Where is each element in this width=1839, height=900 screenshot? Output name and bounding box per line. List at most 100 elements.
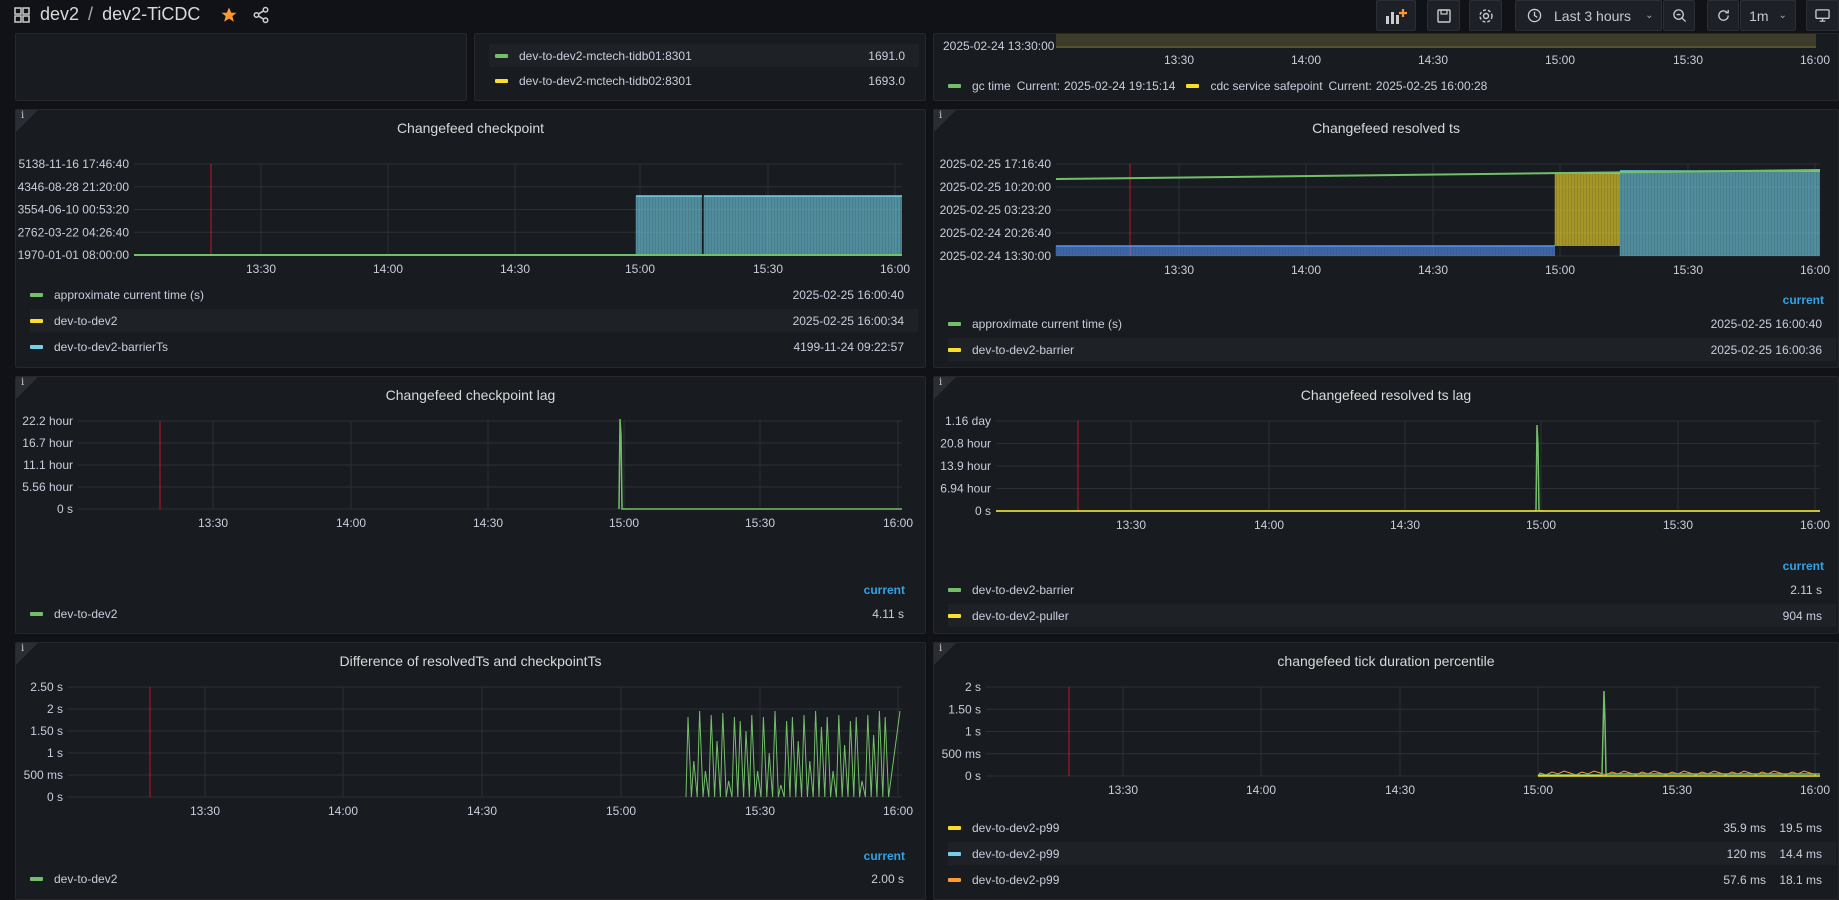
x-tick-label: 15:30 [1673, 53, 1703, 67]
legend-value: 2025-02-25 16:00:28 [1375, 78, 1488, 93]
x-tick-label: 16:00 [1800, 263, 1830, 277]
legend-label[interactable]: gc time [972, 78, 1011, 93]
add-panel-button[interactable] [1376, 0, 1416, 31]
star-icon[interactable] [220, 6, 238, 24]
series-line-current-time [1055, 169, 1821, 180]
refresh-interval-label: 1m [1749, 7, 1769, 24]
x-axis: 13:30 14:00 14:30 15:00 15:30 16:00 [1164, 53, 1830, 67]
y-tick-label: 0 s [47, 790, 63, 804]
legend-label: dev-to-dev2-barrier [972, 342, 1075, 357]
y-tick-label: 5.56 hour [22, 480, 73, 494]
legend-item[interactable]: dev-to-dev2-barrierTs 4199-11-24 09:22:5… [30, 335, 918, 358]
breadcrumb-folder[interactable]: dev2 [40, 4, 80, 24]
panel-title[interactable]: changefeed tick duration percentile [1277, 653, 1495, 669]
legend-item[interactable]: dev-to-dev2-p99 35.9 ms 19.5 ms [948, 816, 1836, 839]
y-tick-label: 4346-08-28 21:20:00 [18, 180, 130, 194]
tick-duration-chart[interactable]: 2 s 1.50 s 1 s 500 ms 0 s 13:30 14:00 14:30 15:0… [934, 681, 1838, 861]
legend-item[interactable]: dev-to-dev2-p99 120 ms 14.4 ms [948, 842, 1836, 865]
legend-item[interactable]: dev-to-dev2 2.00 s [30, 867, 918, 890]
legend-item[interactable]: dev-to-dev2-mctech-tidb01:8301 1691.0 [489, 44, 919, 67]
x-tick-label: 15:00 [1545, 263, 1575, 277]
settings-button[interactable] [1469, 0, 1502, 31]
legend-item[interactable]: dev-to-dev2-mctech-tidb02:8301 1693.0 [489, 69, 919, 92]
legend-swatch [1186, 83, 1200, 88]
x-tick-label: 13:30 [190, 804, 220, 818]
y-tick-label: 6.94 hour [940, 482, 991, 496]
x-tick-label: 15:30 [745, 516, 775, 530]
legend-label: dev-to-dev2-barrier [972, 582, 1075, 597]
resolved-ts-chart[interactable]: 2025-02-25 17:16:40 2025-02-25 10:20:00 20… [934, 148, 1838, 328]
panel-info-corner[interactable]: i [934, 643, 956, 665]
legend-item[interactable]: dev-to-dev2 4.11 s [30, 602, 918, 625]
legend-label[interactable]: cdc service safepoint [1210, 78, 1323, 93]
legend-value: 2.11 s [1790, 582, 1822, 597]
legend-swatch [30, 344, 43, 349]
legend-item[interactable]: dev-to-dev2-barrier 2025-02-25 16:00:36 [948, 338, 1836, 361]
y-tick-label: 0 s [965, 769, 981, 783]
legend-item[interactable]: dev-to-dev2-p99 57.6 ms 18.1 ms [948, 868, 1836, 891]
zoom-out-button[interactable] [1663, 0, 1695, 31]
top-middle-panel: dev-to-dev2-mctech-tidb01:8301 1691.0 de… [474, 33, 926, 101]
resolved-ts-lag-chart[interactable]: 1.16 day 20.8 hour 13.9 hour 6.94 hour 0 s 13… [934, 415, 1838, 590]
y-tick-label: 1.50 s [30, 724, 63, 738]
panel-info-corner[interactable]: i [934, 110, 956, 132]
panel-title[interactable]: Changefeed resolved ts lag [1300, 387, 1472, 403]
apps-grid-icon[interactable] [14, 6, 30, 23]
legend-item[interactable]: dev-to-dev2-puller 904 ms [948, 604, 1836, 627]
panel-info-corner[interactable]: i [16, 643, 38, 665]
time-range-picker[interactable]: Last 3 hours ⌄ [1515, 0, 1662, 31]
legend-value: 14.4 ms [1779, 846, 1822, 861]
legend-item[interactable]: dev-to-dev2 2025-02-25 16:00:34 [30, 309, 918, 332]
x-tick-label: 16:00 [883, 804, 913, 818]
x-tick-label: 14:00 [1254, 518, 1284, 532]
legend-current-header[interactable]: current [1782, 559, 1824, 573]
panel-title[interactable]: Difference of resolvedTs and checkpointT… [339, 653, 602, 669]
series-line-dev-to-dev2 [685, 710, 901, 798]
panel-title[interactable]: Changefeed resolved ts [1312, 120, 1460, 136]
legend-current-header[interactable]: current [863, 583, 905, 597]
legend-swatch [495, 53, 508, 58]
time-range-label: Last 3 hours [1554, 7, 1632, 24]
legend-current-header[interactable]: current [1782, 293, 1824, 307]
x-tick-label: 14:00 [373, 262, 403, 276]
panel-info-corner[interactable]: i [16, 110, 38, 132]
x-tick-label: 13:30 [1164, 263, 1194, 277]
x-tick-label: 14:30 [1418, 263, 1448, 277]
dashboard-title[interactable]: dev2-TiCDC [102, 4, 201, 24]
refresh-interval-picker[interactable]: 1m ⌄ [1740, 0, 1796, 31]
legend-item[interactable]: approximate current time (s) 2025-02-25 … [30, 283, 918, 306]
share-icon[interactable] [252, 6, 270, 24]
x-tick-label: 15:30 [1673, 263, 1703, 277]
info-icon: i [21, 643, 25, 654]
series-area-after [1620, 171, 1820, 256]
checkpoint-lag-chart[interactable]: 22.2 hour 16.7 hour 11.1 hour 5.56 hour 0 s 1… [16, 415, 925, 590]
panel-info-corner[interactable]: i [934, 377, 956, 399]
legend-swatch [495, 78, 508, 83]
x-tick-label: 14:00 [1291, 263, 1321, 277]
legend-item[interactable]: approximate current time (s) 2025-02-25 … [948, 312, 1836, 335]
panel-info-corner[interactable]: i [16, 377, 38, 399]
info-icon: i [939, 110, 943, 121]
y-tick-label: 1.50 s [948, 702, 981, 716]
legend-swatch [948, 613, 961, 618]
legend-swatch [30, 611, 43, 616]
panel-title[interactable]: Changefeed checkpoint lag [385, 387, 556, 403]
resolved-ts-lag-panel: i Changefeed resolved ts lag 1.16 day 20.… [933, 376, 1839, 634]
x-tick-label: 14:00 [336, 516, 366, 530]
panel-title[interactable]: Changefeed checkpoint [396, 120, 545, 136]
y-tick-label: 2025-02-24 20:26:40 [940, 226, 1052, 240]
y-tick-label: 2 s [965, 681, 981, 694]
y-tick-label: 2762-03-22 04:26:40 [18, 225, 130, 239]
y-tick-label: 13.9 hour [940, 459, 991, 473]
legend-item[interactable]: dev-to-dev2-barrier 2.11 s [948, 578, 1836, 601]
y-tick-label: 5138-11-16 17:46:40 [18, 157, 129, 171]
refresh-button[interactable] [1707, 0, 1739, 31]
save-dashboard-button[interactable] [1427, 0, 1460, 31]
x-tick-label: 14:30 [473, 516, 503, 530]
top-bar: dev2 / dev2-TiCDC Last 3 hours ⌄ [0, 0, 1839, 31]
legend-current-header[interactable]: current [863, 849, 905, 863]
tv-mode-button[interactable] [1806, 0, 1839, 31]
gc-safepoint-chart[interactable]: 2025-02-24 13:30:00 13:30 14:00 14:30 15:00… [934, 34, 1838, 100]
difference-chart[interactable]: 2.50 s 2 s 1.50 s 1 s 500 ms 0 s 13:30 14:00 14:… [16, 681, 925, 871]
checkpoint-chart[interactable]: 5138-11-16 17:46:40 4346-08-28 21:20:00 35… [16, 148, 925, 328]
